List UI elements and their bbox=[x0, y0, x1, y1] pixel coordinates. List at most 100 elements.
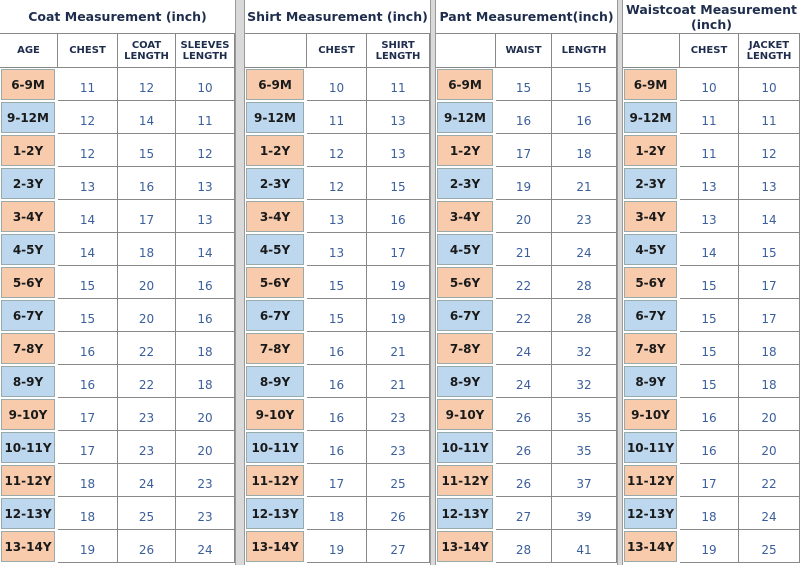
value-cell: 20 bbox=[118, 299, 176, 332]
section: Coat Measurement (inch) AGE CHEST COAT LENG… bbox=[0, 0, 235, 565]
value-cell: 25 bbox=[118, 497, 176, 530]
value-cell: 13 bbox=[176, 167, 235, 200]
age-cell: 11-12Y bbox=[624, 465, 677, 496]
age-cell: 2-3Y bbox=[437, 168, 493, 199]
section-title: Coat Measurement (inch) bbox=[0, 0, 235, 34]
value-cell: 11 bbox=[680, 101, 739, 134]
value-cell: 16 bbox=[307, 365, 367, 398]
value-cell: 19 bbox=[58, 530, 118, 563]
age-cell: 1-2Y bbox=[1, 135, 55, 166]
age-cell: 10-11Y bbox=[624, 432, 677, 463]
age-cell: 5-6Y bbox=[246, 267, 304, 298]
value-cell: 28 bbox=[552, 266, 617, 299]
age-cell: 7-8Y bbox=[624, 333, 677, 364]
section-title: Shirt Measurement (inch) bbox=[245, 0, 430, 34]
age-cell: 4-5Y bbox=[624, 234, 677, 265]
header-cell bbox=[623, 34, 680, 68]
value-cell: 15 bbox=[307, 266, 367, 299]
age-cell: 8-9Y bbox=[1, 366, 55, 397]
age-cell: 6-7Y bbox=[437, 300, 493, 331]
value-cell: 26 bbox=[496, 431, 552, 464]
value-cell: 15 bbox=[552, 68, 617, 101]
header-cell bbox=[245, 34, 307, 68]
value-cell: 18 bbox=[118, 233, 176, 266]
value-cell: 14 bbox=[680, 233, 739, 266]
age-cell: 7-8Y bbox=[1, 333, 55, 364]
value-cell: 12 bbox=[739, 134, 800, 167]
value-cell: 17 bbox=[367, 233, 430, 266]
age-cell: 9-10Y bbox=[1, 399, 55, 430]
age-cell: 2-3Y bbox=[1, 168, 55, 199]
age-cell: 9-10Y bbox=[624, 399, 677, 430]
age-cell: 1-2Y bbox=[624, 135, 677, 166]
age-cell: 6-9M bbox=[1, 69, 55, 100]
value-cell: 18 bbox=[58, 497, 118, 530]
value-cell: 22 bbox=[739, 464, 800, 497]
separator bbox=[235, 0, 245, 565]
age-cell: 3-4Y bbox=[437, 201, 493, 232]
value-cell: 15 bbox=[739, 233, 800, 266]
value-cell: 16 bbox=[118, 167, 176, 200]
value-cell: 13 bbox=[58, 167, 118, 200]
age-cell: 6-9M bbox=[437, 69, 493, 100]
header-cell: CHEST bbox=[307, 34, 367, 68]
age-cell: 5-6Y bbox=[624, 267, 677, 298]
value-cell: 11 bbox=[307, 101, 367, 134]
value-cell: 18 bbox=[176, 365, 235, 398]
value-cell: 21 bbox=[496, 233, 552, 266]
value-cell: 16 bbox=[307, 398, 367, 431]
value-cell: 35 bbox=[552, 431, 617, 464]
value-cell: 14 bbox=[58, 233, 118, 266]
value-cell: 13 bbox=[367, 134, 430, 167]
value-cell: 26 bbox=[496, 464, 552, 497]
value-cell: 15 bbox=[680, 299, 739, 332]
value-cell: 15 bbox=[680, 332, 739, 365]
value-cell: 19 bbox=[367, 266, 430, 299]
value-cell: 15 bbox=[58, 299, 118, 332]
value-cell: 18 bbox=[680, 497, 739, 530]
value-cell: 16 bbox=[680, 431, 739, 464]
value-cell: 14 bbox=[739, 200, 800, 233]
header-cell: COAT LENGTH bbox=[118, 34, 176, 68]
value-cell: 17 bbox=[496, 134, 552, 167]
section-title: Waistcoat Measurement (inch) bbox=[623, 0, 800, 34]
value-cell: 21 bbox=[367, 332, 430, 365]
value-cell: 20 bbox=[176, 431, 235, 464]
age-cell: 3-4Y bbox=[246, 201, 304, 232]
value-cell: 16 bbox=[176, 266, 235, 299]
age-cell: 6-7Y bbox=[246, 300, 304, 331]
value-cell: 10 bbox=[680, 68, 739, 101]
value-cell: 16 bbox=[496, 101, 552, 134]
value-cell: 21 bbox=[367, 365, 430, 398]
value-cell: 14 bbox=[58, 200, 118, 233]
value-cell: 12 bbox=[58, 101, 118, 134]
value-cell: 23 bbox=[176, 497, 235, 530]
age-cell: 11-12Y bbox=[1, 465, 55, 496]
age-cell: 6-7Y bbox=[1, 300, 55, 331]
age-cell: 12-13Y bbox=[624, 498, 677, 529]
value-cell: 21 bbox=[552, 167, 617, 200]
age-cell: 8-9Y bbox=[246, 366, 304, 397]
value-cell: 23 bbox=[367, 431, 430, 464]
value-cell: 11 bbox=[58, 68, 118, 101]
value-cell: 16 bbox=[176, 299, 235, 332]
age-cell: 10-11Y bbox=[437, 432, 493, 463]
age-cell: 5-6Y bbox=[437, 267, 493, 298]
age-cell: 6-9M bbox=[246, 69, 304, 100]
age-cell: 7-8Y bbox=[246, 333, 304, 364]
value-cell: 12 bbox=[307, 134, 367, 167]
value-cell: 27 bbox=[496, 497, 552, 530]
value-cell: 16 bbox=[307, 431, 367, 464]
value-cell: 17 bbox=[58, 431, 118, 464]
value-cell: 25 bbox=[367, 464, 430, 497]
age-cell: 4-5Y bbox=[437, 234, 493, 265]
value-cell: 15 bbox=[307, 299, 367, 332]
value-cell: 14 bbox=[118, 101, 176, 134]
value-cell: 23 bbox=[367, 398, 430, 431]
age-cell: 9-12M bbox=[246, 102, 304, 133]
value-cell: 11 bbox=[739, 101, 800, 134]
value-cell: 20 bbox=[176, 398, 235, 431]
value-cell: 35 bbox=[552, 398, 617, 431]
header-cell bbox=[436, 34, 496, 68]
value-cell: 11 bbox=[176, 101, 235, 134]
